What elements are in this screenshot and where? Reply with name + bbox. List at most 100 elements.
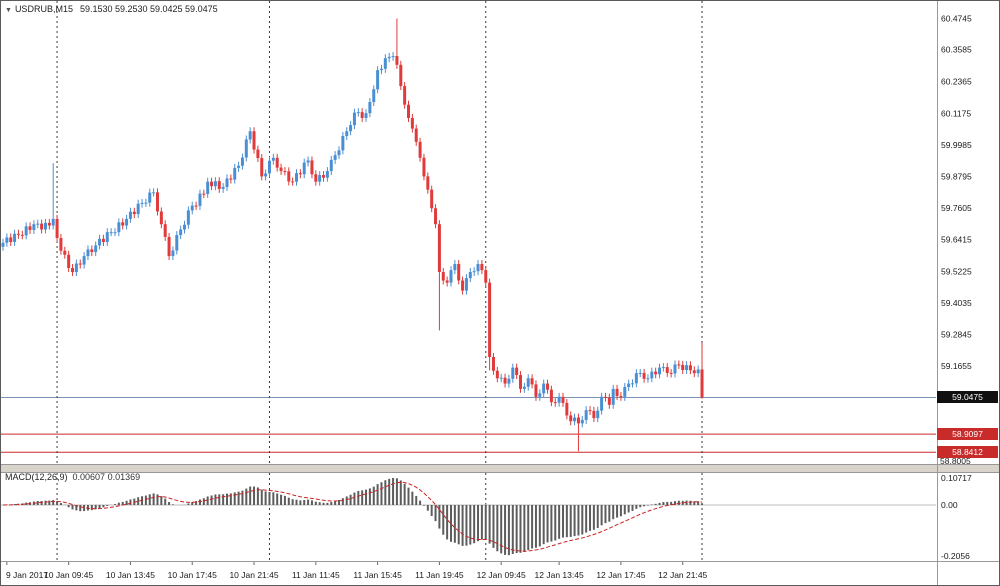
candle-body [217, 181, 221, 189]
candle-body [391, 56, 395, 58]
candle-body [94, 245, 98, 253]
candle-body [271, 157, 275, 161]
candle-body [82, 256, 86, 265]
candle-body [202, 193, 206, 195]
candle-body [480, 264, 484, 271]
candle-body [534, 384, 538, 397]
candle-body [484, 270, 488, 283]
price-tick-label: 59.6415 [941, 235, 972, 245]
candle-body [449, 270, 453, 283]
candle-body [310, 160, 314, 175]
candle-body [341, 136, 345, 151]
macd-tick-label: -0.2056 [941, 551, 970, 561]
candle-body [233, 167, 237, 180]
candle-body [453, 264, 457, 271]
candle-body [183, 224, 187, 230]
candle-body [414, 128, 418, 142]
macd-name: MACD(12,26,9) [5, 472, 68, 482]
candle-body [329, 159, 333, 172]
candle-body [468, 272, 472, 279]
price-axis-labels[interactable]: 60.4745 60.3585 60.2365 60.1175 59.9985 59.87… [941, 13, 972, 371]
candle-body [136, 203, 140, 215]
macd-histogram [5, 478, 704, 556]
candle-body [47, 222, 51, 226]
time-tick-label: 12 Jan 09:45 [477, 570, 526, 580]
candle-body [5, 237, 9, 243]
price-axis-bottom-tick: 58.8005 [940, 456, 971, 466]
time-tick-label: 11 Jan 19:45 [415, 570, 464, 580]
candle-body [117, 222, 121, 233]
candle-body [98, 238, 102, 246]
candle-body [376, 70, 380, 90]
candle-body [213, 181, 217, 187]
candle-body [337, 150, 341, 156]
level-price-tag: 58.8412 [937, 446, 998, 458]
candle-body [140, 202, 144, 204]
price-tick-label: 60.2365 [941, 77, 972, 87]
price-tick-label: 59.5225 [941, 266, 972, 276]
candle-body [333, 155, 337, 160]
candle-body [700, 369, 704, 398]
symbol-ohlc-label: ▼ USDRUB,M15 59.1530 59.2530 59.0425 59.04… [5, 4, 218, 14]
candle-body [569, 415, 573, 422]
candle-body [275, 157, 279, 168]
candle-body [175, 235, 179, 251]
candle-body [573, 417, 577, 422]
candle-body [240, 157, 244, 166]
macd-axis-labels[interactable]: 0.10717 0.00 -0.2056 [941, 473, 972, 561]
candle-body [422, 157, 426, 177]
candle-body [252, 131, 256, 150]
candle-body [677, 364, 681, 366]
candle-body [190, 205, 194, 211]
candle-body [171, 250, 175, 257]
candle-body [403, 86, 407, 105]
candle-body [542, 383, 546, 394]
candle-body [59, 238, 63, 251]
chart-menu-icon[interactable]: ▼ [5, 7, 12, 14]
candle-body [488, 282, 492, 357]
panel-separator[interactable] [1, 464, 999, 473]
candle-body [426, 176, 430, 190]
candle-body [499, 377, 503, 379]
candle-body [418, 141, 422, 158]
candle-body [434, 208, 438, 225]
candle-body [13, 233, 17, 242]
candle-body [646, 378, 650, 380]
candle-body [407, 104, 411, 118]
candle-body [155, 192, 159, 212]
candle-body [507, 378, 511, 384]
time-tick-label: 12 Jan 21:45 [658, 570, 707, 580]
candle-body [159, 211, 163, 225]
ohlc-values: 59.1530 59.2530 59.0425 59.0475 [79, 4, 218, 14]
candle-body [229, 178, 233, 180]
candle-body [665, 367, 669, 373]
candle-body [530, 378, 534, 385]
candle-body [387, 56, 391, 59]
time-tick-label: 10 Jan 21:45 [229, 570, 278, 580]
candle-body [522, 386, 526, 389]
candle-body [603, 396, 607, 398]
candle-body [314, 174, 318, 182]
macd-tick-label: 0.10717 [941, 473, 972, 483]
candle-body [631, 383, 635, 385]
price-axis-border [937, 1, 938, 585]
candle-body [634, 373, 638, 384]
macd-values: 0.00607 0.01369 [72, 472, 141, 482]
candle-body [101, 238, 105, 242]
symbol-name: USDRUB,M15 [14, 4, 73, 14]
candle-body [167, 236, 171, 257]
candle-body [445, 280, 449, 283]
candle-body [395, 56, 399, 65]
candle-body [696, 369, 700, 374]
candle-body [267, 160, 271, 174]
candle-body [16, 233, 20, 235]
candle-body [78, 263, 82, 265]
candle-body [283, 171, 287, 173]
candle-body [32, 224, 36, 231]
candle-body [372, 89, 376, 103]
macd-tick-label: 0.00 [941, 500, 958, 510]
candle-body [221, 187, 225, 189]
